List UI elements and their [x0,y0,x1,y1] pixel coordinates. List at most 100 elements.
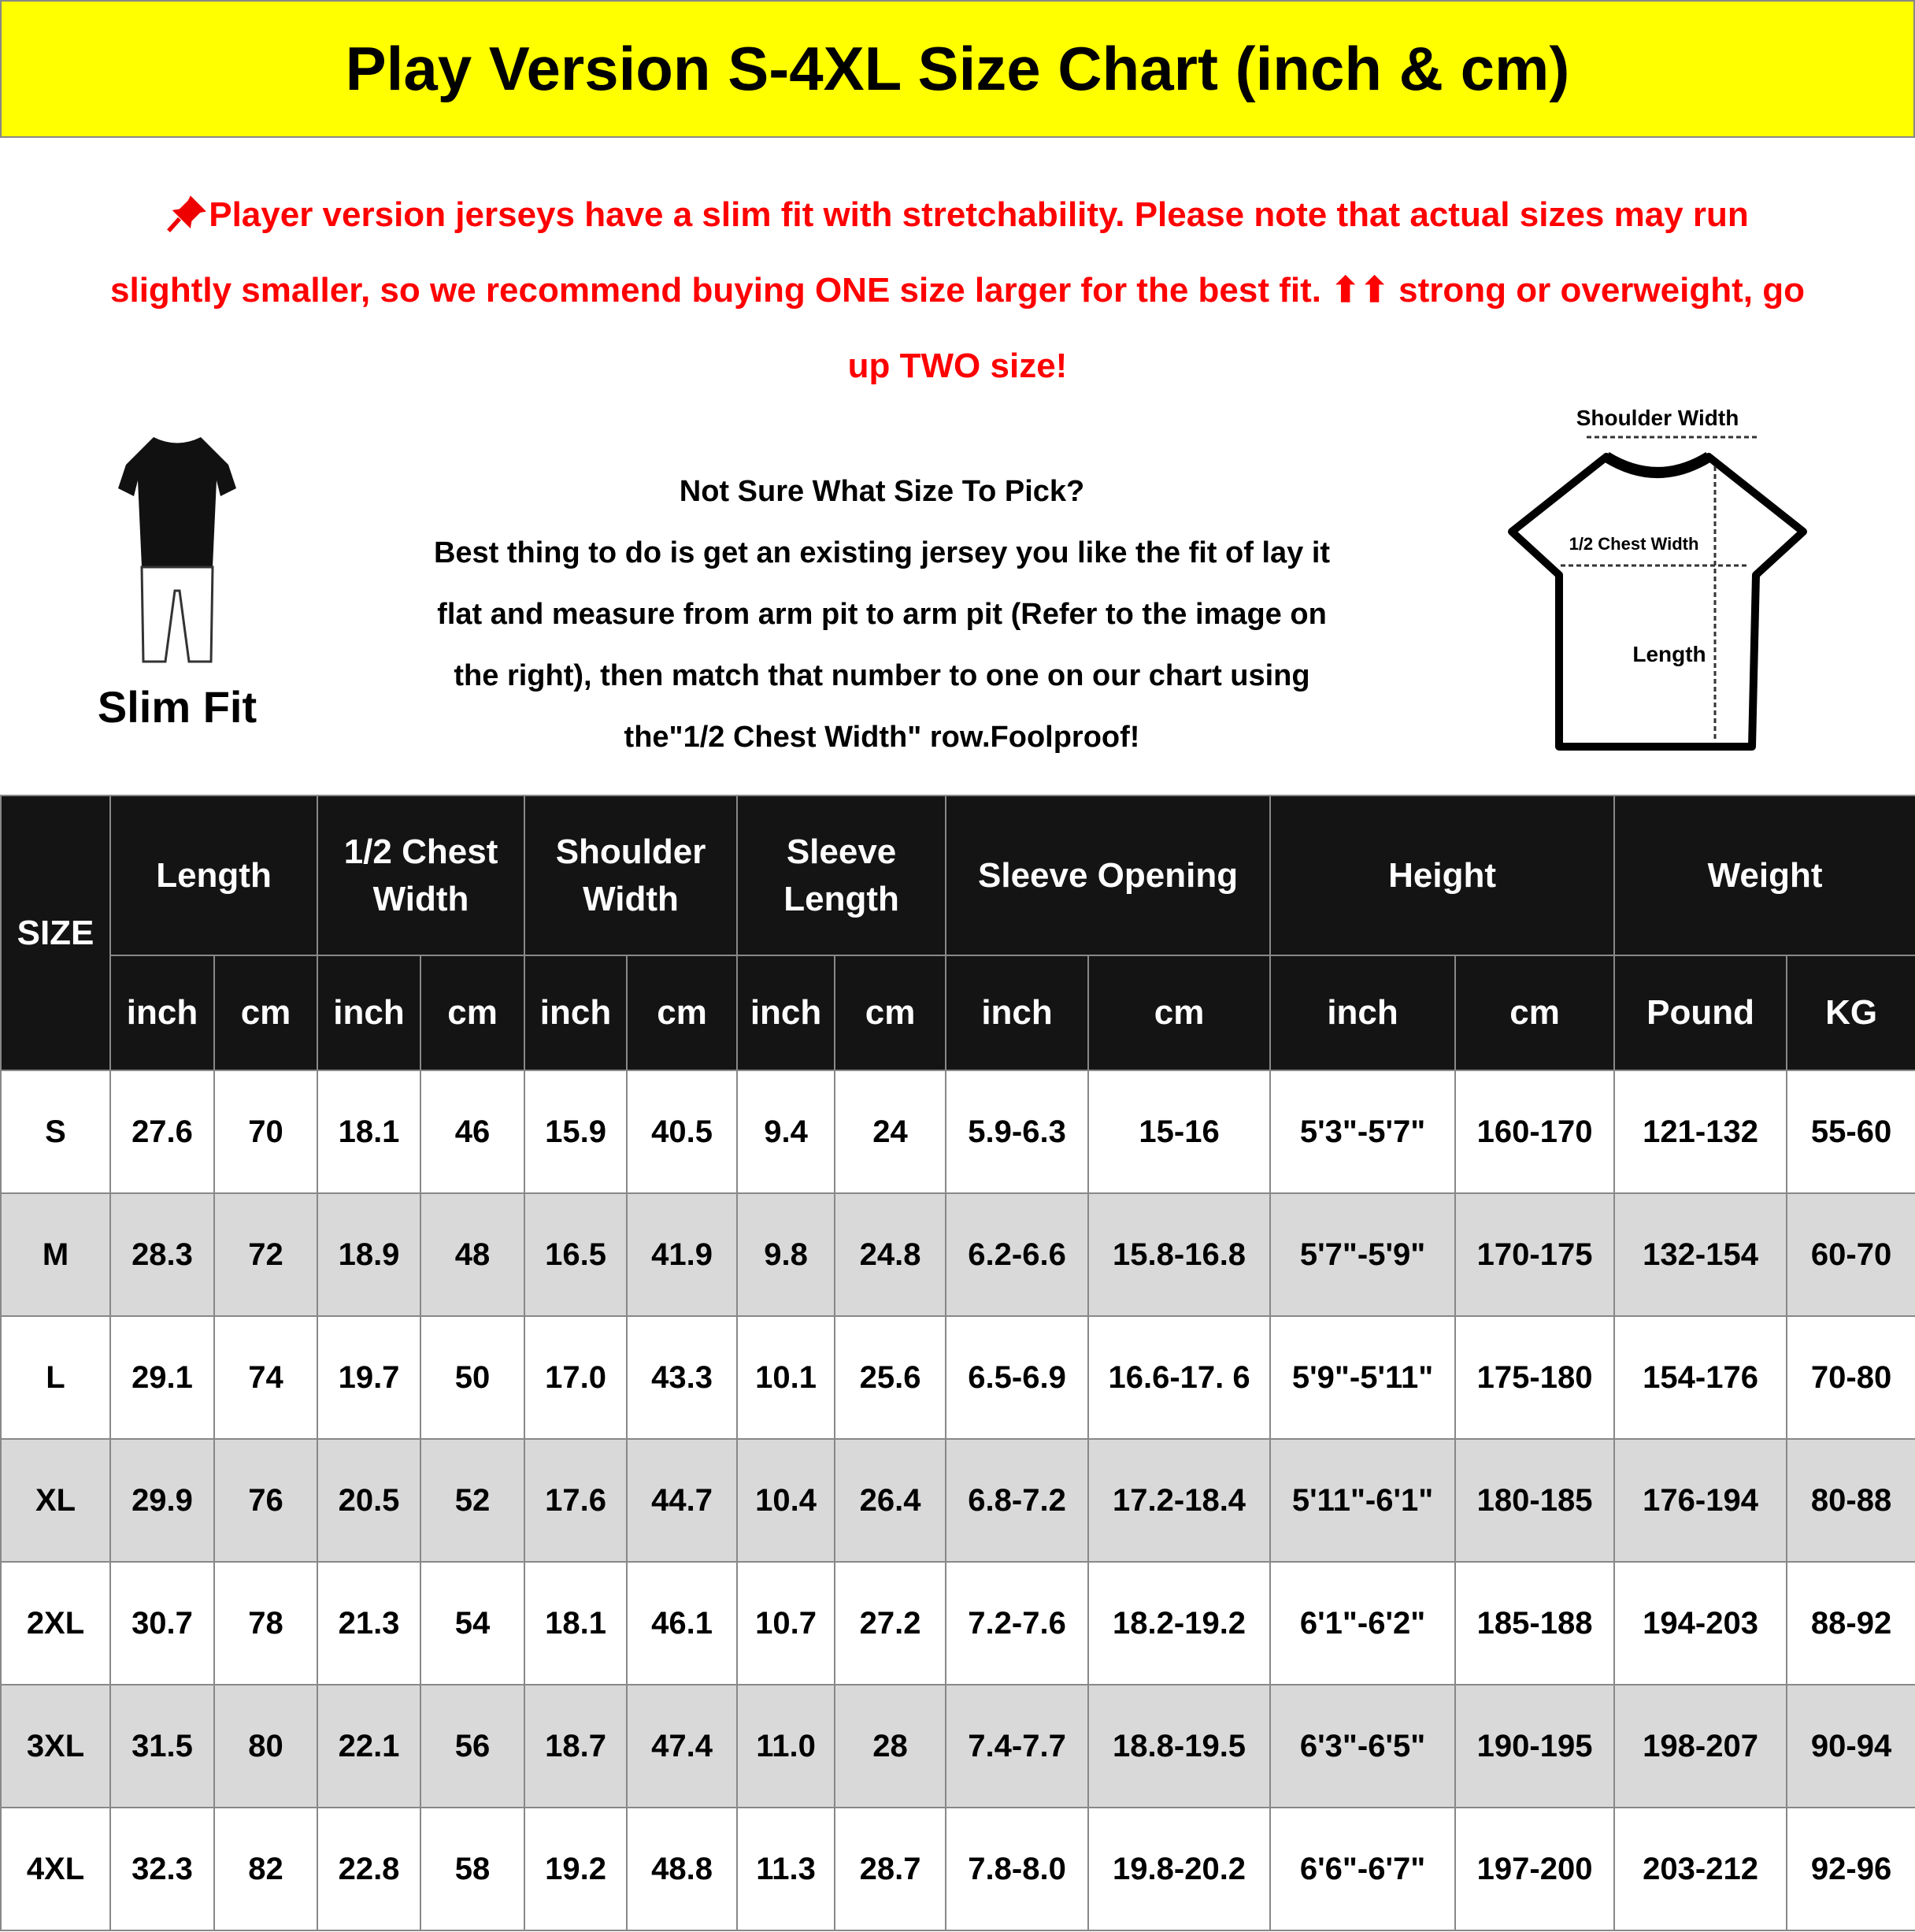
value-cell: 20.5 [317,1438,422,1563]
header-weight: Weight [1613,795,1915,956]
value-cell: 17.6 [524,1438,628,1563]
value-cell: 17.0 [524,1315,628,1440]
value-cell: 10.1 [736,1315,836,1440]
value-cell: 180-185 [1454,1438,1616,1563]
value-cell: 19.2 [524,1807,628,1931]
value-cell: 170-175 [1454,1192,1616,1317]
value-cell: 5'7"-5'9" [1269,1192,1457,1317]
table-row: M 28.3 72 18.9 48 16.5 41.9 9.8 24.8 6.2-6.6 15.8-… [0,1192,1915,1317]
size-cell: M [0,1192,111,1317]
table-row: 4XL 32.3 82 22.8 58 19.2 48.8 11.3 28.7 7.8-8.0 19… [0,1807,1915,1931]
value-cell: 28.3 [109,1192,215,1317]
size-chart-table: SIZE Length 1/2 Chest Width Shoulder Wid… [0,795,1915,1931]
value-cell: 7.2-7.6 [945,1561,1090,1685]
unit-header: cm [626,955,739,1071]
value-cell: 24.8 [834,1192,947,1317]
value-cell: 80 [213,1684,319,1808]
value-cell: 15-16 [1087,1070,1272,1194]
table-row: L 29.1 74 19.7 50 17.0 43.3 10.1 25.6 6.5-6.9 16.6… [0,1315,1915,1440]
unit-header: inch [317,955,422,1071]
value-cell: 88-92 [1786,1561,1915,1685]
value-cell: 70 [213,1070,319,1194]
size-cell: XL [0,1438,111,1563]
unit-header: Pound [1613,955,1788,1071]
unit-header: cm [420,955,526,1071]
value-cell: 6'1"-6'2" [1269,1561,1457,1685]
value-cell: 16.6-17. 6 [1087,1315,1272,1440]
header-size: SIZE [0,795,111,1071]
size-cell: 2XL [0,1561,111,1685]
svg-text:Shoulder Width: Shoulder Width [1576,406,1739,430]
unit-header: cm [1454,955,1616,1071]
table-row: 3XL 31.5 80 22.1 56 18.7 47.4 11.0 28 7.4-7.7 18.8… [0,1684,1915,1808]
unit-header: cm [834,955,947,1071]
value-cell: 24 [834,1070,947,1194]
size-cell: 4XL [0,1807,111,1931]
unit-header: cm [1087,955,1272,1071]
value-cell: 76 [213,1438,319,1563]
value-cell: 56 [420,1684,526,1808]
value-cell: 72 [213,1192,319,1317]
value-cell: 5'9"-5'11" [1269,1315,1457,1440]
measuring-help: Not Sure What Size To Pick? Best thing t… [433,475,1331,754]
value-cell: 197-200 [1454,1807,1616,1931]
value-cell: 5'3"-5'7" [1269,1070,1457,1194]
value-cell: 22.1 [317,1684,422,1808]
value-cell: 30.7 [109,1561,215,1685]
value-cell: 60-70 [1786,1192,1915,1317]
pushpin-icon [167,195,207,232]
value-cell: 203-212 [1613,1807,1788,1931]
value-cell: 46 [420,1070,526,1194]
value-cell: 7.4-7.7 [945,1684,1090,1808]
page-title: Play Version S-4XL Size Chart (inch & cm… [0,0,1915,138]
slim-fit-illustration: Slim Fit [87,433,268,732]
value-cell: 6'6"-6'7" [1269,1807,1457,1931]
value-cell: 50 [420,1315,526,1440]
unit-header: inch [109,955,215,1071]
value-cell: 92-96 [1786,1807,1915,1931]
header-shoulder-width: Shoulder Width [524,795,739,956]
value-cell: 19.7 [317,1315,422,1440]
value-cell: 15.9 [524,1070,628,1194]
value-cell: 40.5 [626,1070,739,1194]
value-cell: 44.7 [626,1438,739,1563]
table-row: 2XL 30.7 78 21.3 54 18.1 46.1 10.7 27.2 7.2-7.6 18… [0,1561,1915,1685]
value-cell: 190-195 [1454,1684,1616,1808]
fit-notice: Player version jerseys have a slim fit w… [16,177,1899,404]
size-cell: 3XL [0,1684,111,1808]
value-cell: 160-170 [1454,1070,1616,1194]
value-cell: 78 [213,1561,319,1685]
unit-header: inch [736,955,836,1071]
value-cell: 21.3 [317,1561,422,1685]
value-cell: 194-203 [1613,1561,1788,1685]
unit-header: inch [524,955,628,1071]
value-cell: 55-60 [1786,1070,1915,1194]
table-row: S 27.6 70 18.1 46 15.9 40.5 9.4 24 5.9-6.3 15-16 5'… [0,1070,1915,1194]
value-cell: 185-188 [1454,1561,1616,1685]
value-cell: 5'11"-6'1" [1269,1438,1457,1563]
value-cell: 9.4 [736,1070,836,1194]
value-cell: 70-80 [1786,1315,1915,1440]
value-cell: 25.6 [834,1315,947,1440]
value-cell: 11.3 [736,1807,836,1931]
value-cell: 11.0 [736,1684,836,1808]
value-cell: 74 [213,1315,319,1440]
slim-fit-figure-icon [118,437,236,663]
value-cell: 132-154 [1613,1192,1788,1317]
value-cell: 10.4 [736,1438,836,1563]
svg-text:Length: Length [1632,642,1706,666]
value-cell: 29.1 [109,1315,215,1440]
value-cell: 27.2 [834,1561,947,1685]
value-cell: 6.2-6.6 [945,1192,1090,1317]
tshirt-measurement-diagram: Shoulder Width 1/2 Chest Width Length [1508,406,1807,751]
value-cell: 15.8-16.8 [1087,1192,1272,1317]
value-cell: 54 [420,1561,526,1685]
value-cell: 47.4 [626,1684,739,1808]
value-cell: 28.7 [834,1807,947,1931]
value-cell: 18.1 [524,1561,628,1685]
size-cell: S [0,1070,111,1194]
svg-text:1/2 Chest Width: 1/2 Chest Width [1569,534,1699,554]
value-cell: 6'3"-6'5" [1269,1684,1457,1808]
value-cell: 48.8 [626,1807,739,1931]
value-cell: 43.3 [626,1315,739,1440]
